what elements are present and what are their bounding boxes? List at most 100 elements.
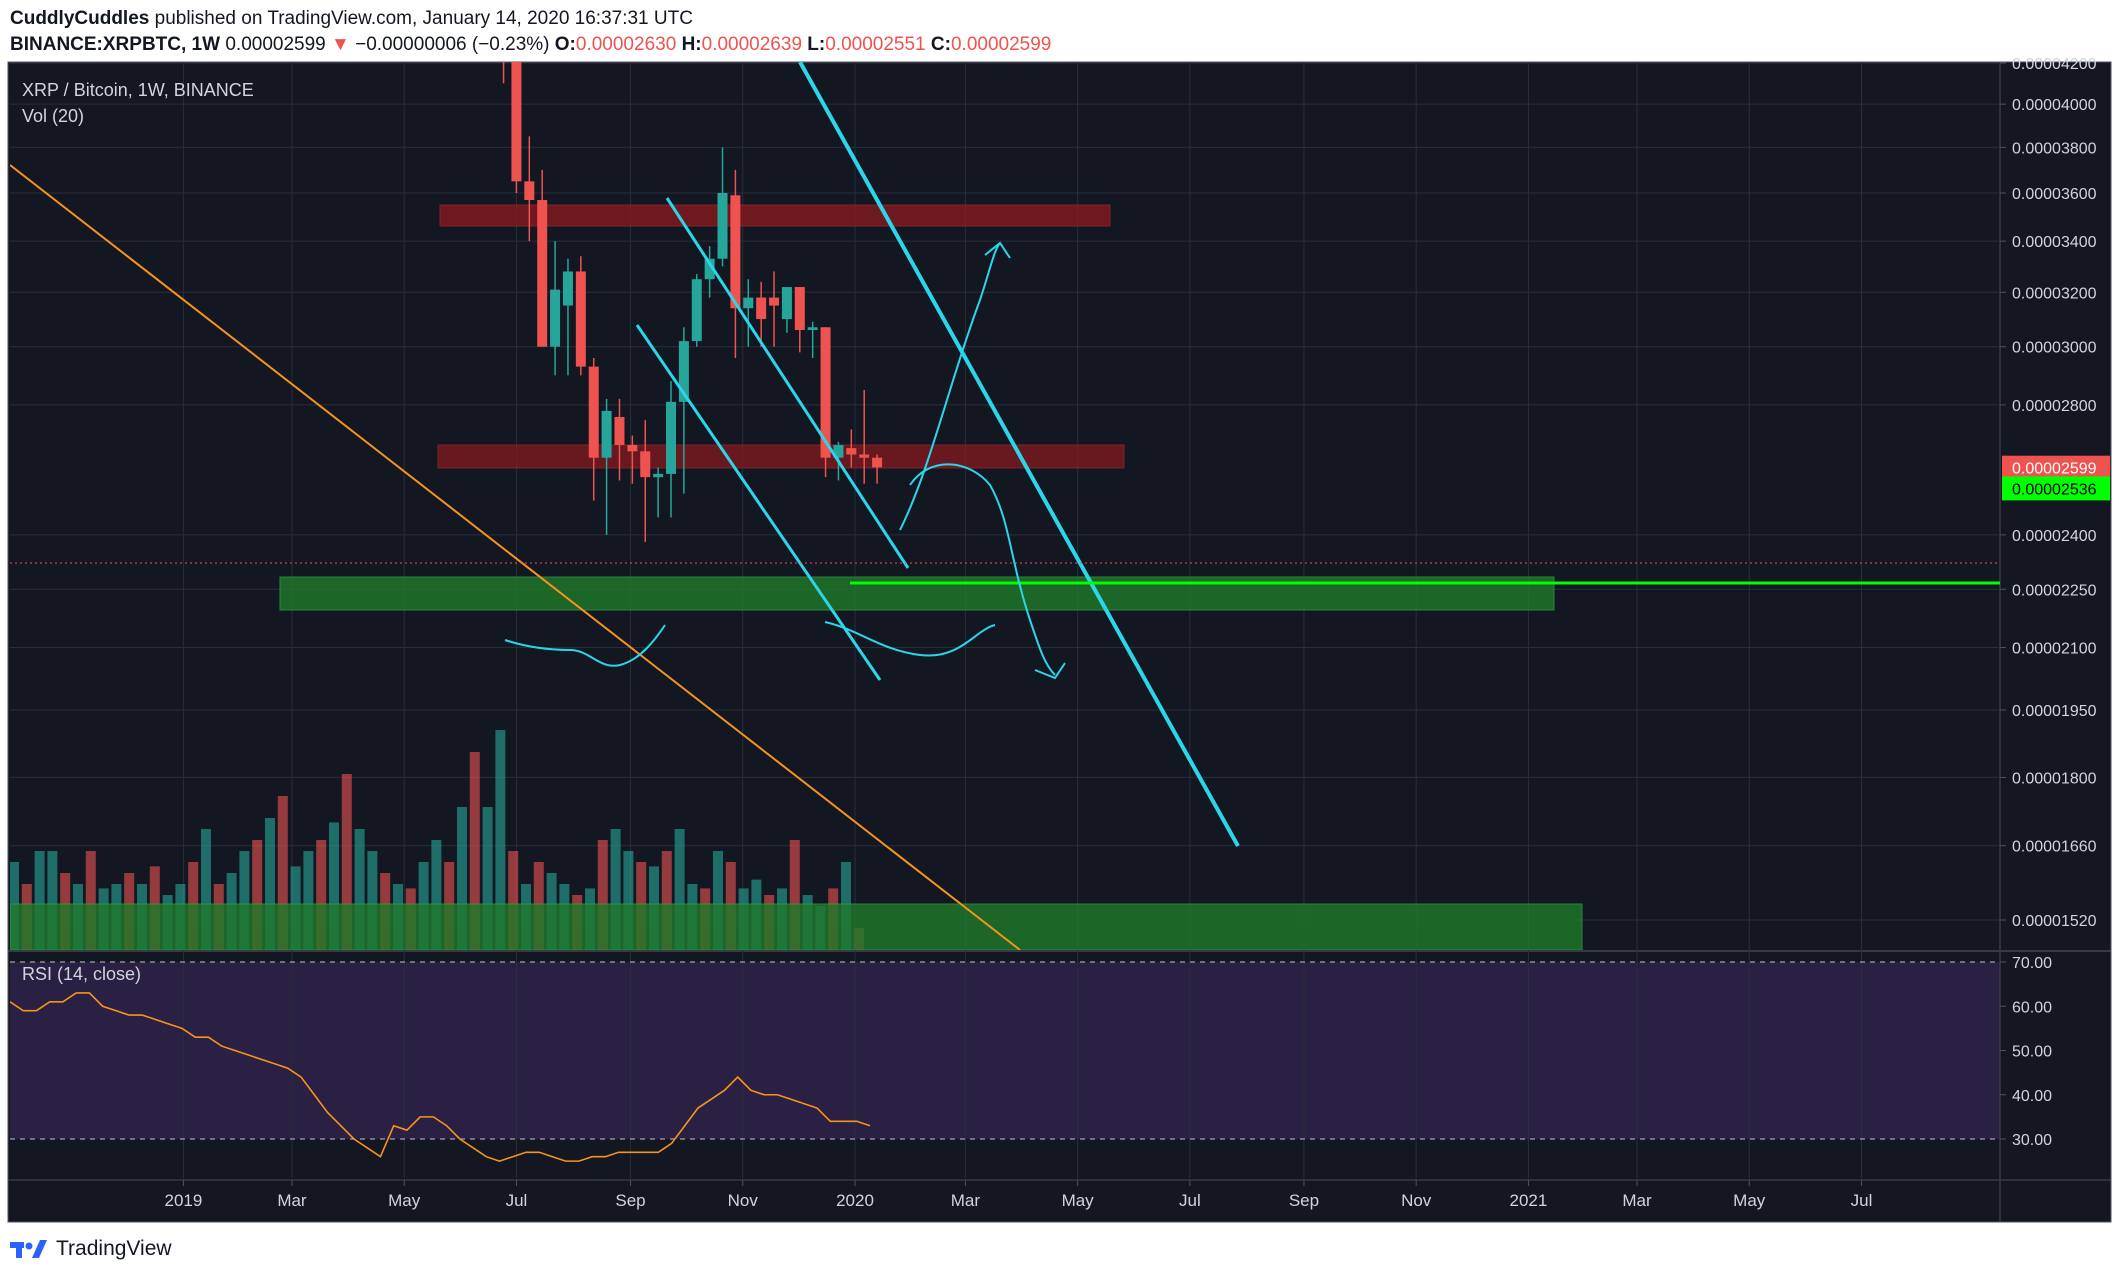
rsi-pane [10,961,2000,1162]
low-value: 0.00002551 [825,34,926,55]
time-tick-label: Jul [506,1191,528,1210]
candle [640,420,651,542]
candle-body [820,327,831,458]
candle-body [781,287,792,320]
projection-curve-right[interactable] [824,621,996,657]
candle-body [499,24,509,43]
time-tick-label: Mar [951,1191,981,1210]
volume-bar [508,851,519,950]
candle-body [511,62,522,182]
time-tick-label: Sep [615,1191,645,1210]
time-tick-label: Jul [1179,1191,1201,1210]
time-tick-label: Nov [728,1191,759,1210]
candle [550,241,561,376]
time-tick-label: Sep [1289,1191,1319,1210]
volume-bar [610,829,621,950]
candle-body [588,366,599,458]
author-name[interactable]: CuddlyCuddles [10,8,150,29]
change-arrow-icon: ▼ [331,34,350,55]
candle [524,136,535,242]
volume-bar [341,774,352,950]
volume-title: Vol (20) [22,106,84,126]
candlesticks [499,24,883,542]
arrow-up-head [984,241,1011,259]
candle [756,281,767,347]
volume-bar [789,840,800,950]
footer-brand-text: TradingView [56,1237,172,1260]
candle-body [678,341,689,402]
open-label: O: [554,34,576,55]
volume-bar [34,851,45,950]
volume-bar [457,807,467,950]
volume-bar [674,829,685,950]
volume-bar [47,851,58,950]
candle [859,389,870,484]
candle-body [550,289,561,347]
bullish-projection-arrow[interactable] [899,242,1001,531]
candle-body [730,195,741,309]
projection-curve-left[interactable] [504,624,666,667]
price-tag-label: 0.00002599 [2012,461,2097,478]
time-axis[interactable]: 2019 Mar May Jul Sep Nov 2020 Mar May Jul Sep Nov 20… [164,1180,1872,1210]
volume-bar [495,730,506,950]
price-tag-last-price [2002,455,2110,480]
candle-body [769,297,780,306]
lower-support-zone[interactable] [10,903,1583,950]
close-value: 0.00002599 [950,34,1052,55]
bearish-projection-arrow[interactable] [909,463,1056,676]
candle-body [704,258,715,280]
price-axis[interactable]: 0.00004200 0.00004000 0.00003800 0.00003600… [2000,56,2097,930]
rsi-tick-label: 30.00 [2012,1132,2052,1149]
volume-bar [201,829,211,950]
resistance-zone-upper[interactable] [439,204,1111,227]
published-text: published on TradingView.com, January 14… [154,8,693,29]
candle-body [666,401,676,474]
candle [743,279,754,347]
candle [872,454,883,484]
rsi-title: RSI (14, close) [22,964,141,984]
price-tick-label: 0.00002400 [2012,528,2097,545]
tradingview-logo-icon [10,1240,47,1258]
close-label: C: [930,34,951,55]
price-tick-label: 0.00004200 [2012,56,2097,73]
arrow-down-head [1034,662,1066,680]
candle [666,381,676,518]
price-tick-label: 0.00001800 [2012,770,2097,787]
major-downtrend-line[interactable] [798,62,1240,847]
time-tick-label: Jul [1851,1191,1873,1210]
change-text: −0.00000006 (−0.23%) [355,34,550,55]
candle-body [627,444,638,452]
time-tick-label: May [1733,1191,1766,1210]
symbol-line: BINANCE:XRPBTC, 1W [10,34,221,55]
price-tick-label: 0.00003400 [2012,234,2097,251]
grid-lines [10,62,2000,1180]
channel-lower-line[interactable] [635,324,882,681]
candle [781,287,792,333]
candle [820,327,831,478]
long-term-trendline[interactable] [10,164,1021,950]
price-tag-label: 0.00002536 [2012,481,2097,498]
rsi-axis[interactable]: 70.00 60.00 50.00 40.00 30.00 [2000,955,2052,1149]
candle [846,429,857,468]
price-tick-label: 0.00002250 [2012,582,2097,599]
time-tick-label: Mar [1622,1191,1652,1210]
time-tick-label: 2021 [1510,1191,1548,1210]
chart-frame [7,61,2112,1223]
candle [511,62,522,193]
time-tick-label: May [1062,1191,1095,1210]
candle [717,147,728,267]
candle-body [524,181,535,201]
volume-bar [713,851,723,950]
volume-bar [303,851,314,950]
time-tick-label: Nov [1401,1191,1432,1210]
candle-body [833,444,844,458]
footer-brand[interactable]: TradingView [10,1234,172,1264]
drawings[interactable] [10,164,1583,950]
annotations[interactable] [10,62,2000,847]
candle-body [794,287,805,331]
candle-body [872,457,883,468]
candle-body [640,451,651,478]
candle-body [575,271,586,367]
channel-upper-line[interactable] [665,197,910,569]
